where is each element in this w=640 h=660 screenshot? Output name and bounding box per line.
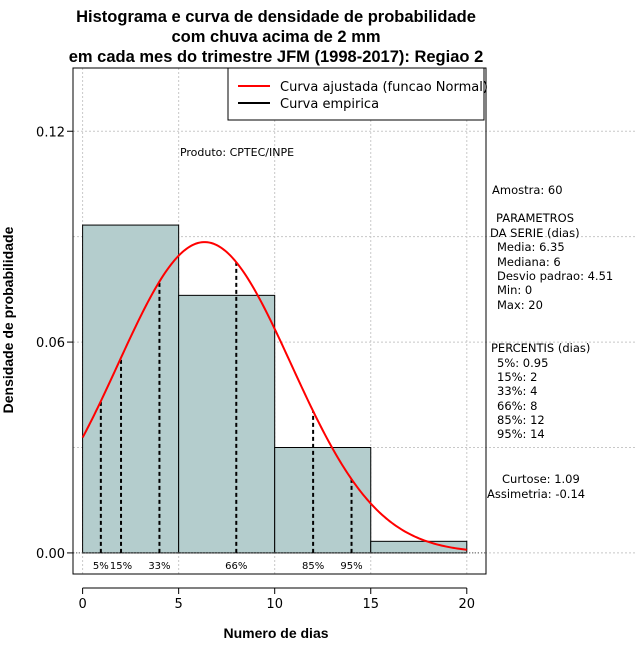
stat-mediana: Mediana: 6 [497,255,561,269]
histogram-bars [73,224,486,554]
x-tick-label: 20 [459,597,476,612]
stat-desvio: Desvio padrao: 4.51 [497,269,613,283]
y-tick-label: 0.06 [36,336,65,351]
y-axis: 0.00 0.06 0.12 [36,125,74,562]
percentile-label: 33% [148,561,170,572]
percentile-lines [99,262,353,553]
chart-title-line-1: Histograma e curva de densidade de proba… [76,8,476,26]
percentile-labels: 5% 15% 33% 66% 85% 95% [93,561,363,572]
x-tick-label: 5 [175,597,183,612]
stat-assimetria: Assimetria: -0.14 [487,487,585,501]
stat-media: Media: 6.35 [497,240,565,254]
legend-label-normal: Curva ajustada (funcao Normal) [280,80,488,95]
legend-label-empirical: Curva empirica [280,97,379,112]
histogram-bar [82,224,180,554]
stat-params-title-2: DA SERIE (dias) [490,226,580,240]
stat-p85: 85%: 12 [497,413,545,427]
x-tick-label: 15 [362,597,379,612]
y-tick-label: 0.00 [36,547,65,562]
x-tick-label: 10 [266,597,283,612]
histogram-bar [178,294,276,554]
legend: Curva ajustada (funcao Normal) Curva emp… [227,67,488,121]
percentile-label: 15% [110,561,132,572]
normal-fit-curve [81,241,467,551]
stat-min: Min: 0 [497,283,532,297]
stat-amostra: Amostra: 60 [492,183,563,197]
percentile-label: 5% [93,561,109,572]
stat-percentis-title: PERCENTIS (dias) [491,341,590,355]
percentile-label: 66% [225,561,247,572]
stat-max: Max: 20 [497,298,543,312]
product-label: Produto: CPTEC/INPE [180,146,294,159]
percentile-label: 85% [302,561,324,572]
stats-panel: Amostra: 60 PARAMETROS DA SERIE (dias) M… [487,183,613,501]
y-tick-label: 0.12 [36,125,65,140]
stat-curtose: Curtose: 1.09 [502,472,580,486]
stat-p5: 5%: 0.95 [497,356,548,370]
stat-p95: 95%: 14 [497,427,545,441]
x-tick-label: 0 [78,597,86,612]
stat-p15: 15%: 2 [497,370,537,384]
x-axis-title: Numero de dias [223,625,328,641]
percentile-label: 95% [340,561,362,572]
stat-p33: 33%: 4 [497,384,537,398]
stat-params-title-1: PARAMETROS [496,211,574,225]
chart-title-line-3: em cada mes do trimestre JFM (1998-2017)… [69,48,484,66]
x-axis: 0 5 10 15 20 [78,587,476,612]
stat-p66: 66%: 8 [497,399,537,413]
histogram-bar [274,447,372,554]
chart-title-line-2: com chuva acima de 2 mm [171,28,380,46]
legend-box [227,67,485,121]
y-axis-title: Densidade de probabilidade [0,226,16,413]
